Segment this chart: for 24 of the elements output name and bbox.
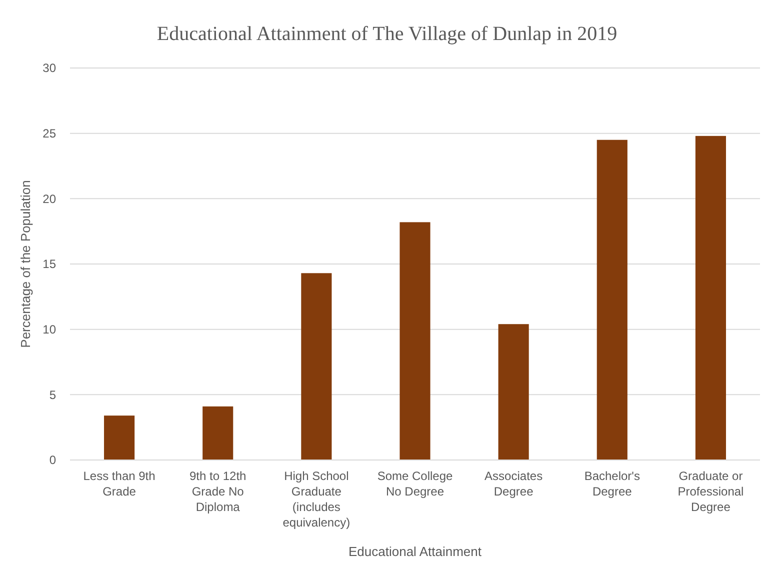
x-tick-label: Graduate or Professional Degree xyxy=(678,469,744,514)
x-tick-label: 9th to 12th Grade No Diploma xyxy=(190,469,246,514)
bar xyxy=(104,416,135,460)
bar xyxy=(202,406,234,460)
x-tick-label: Some College No Degree xyxy=(377,469,454,498)
y-tick-label: 5 xyxy=(49,388,56,402)
y-tick-label: 10 xyxy=(42,322,56,337)
y-tick-label: 0 xyxy=(49,453,56,468)
x-tick-label: High School Graduate (includes equivalency) xyxy=(282,469,350,530)
chart-title: Educational Attainment of The Village of Dunlap in 2019 xyxy=(156,23,618,45)
x-tick-label: Bachelor's Degree xyxy=(584,469,640,498)
x-axis-title: Educational Attainment xyxy=(348,544,482,559)
y-tick-label: 30 xyxy=(42,61,56,76)
bar xyxy=(695,136,726,460)
x-tick-label: Associates Degree xyxy=(484,469,543,498)
y-axis-title: Percentage of the Population xyxy=(18,180,33,348)
y-tick-label: 25 xyxy=(42,126,56,141)
y-tick-label: 20 xyxy=(42,192,56,206)
bar xyxy=(498,324,529,460)
bar xyxy=(596,140,628,460)
bar xyxy=(301,273,332,460)
y-tick-label: 15 xyxy=(42,257,56,272)
bar xyxy=(400,222,430,460)
x-tick-label: Less than 9th Grade xyxy=(83,469,156,498)
